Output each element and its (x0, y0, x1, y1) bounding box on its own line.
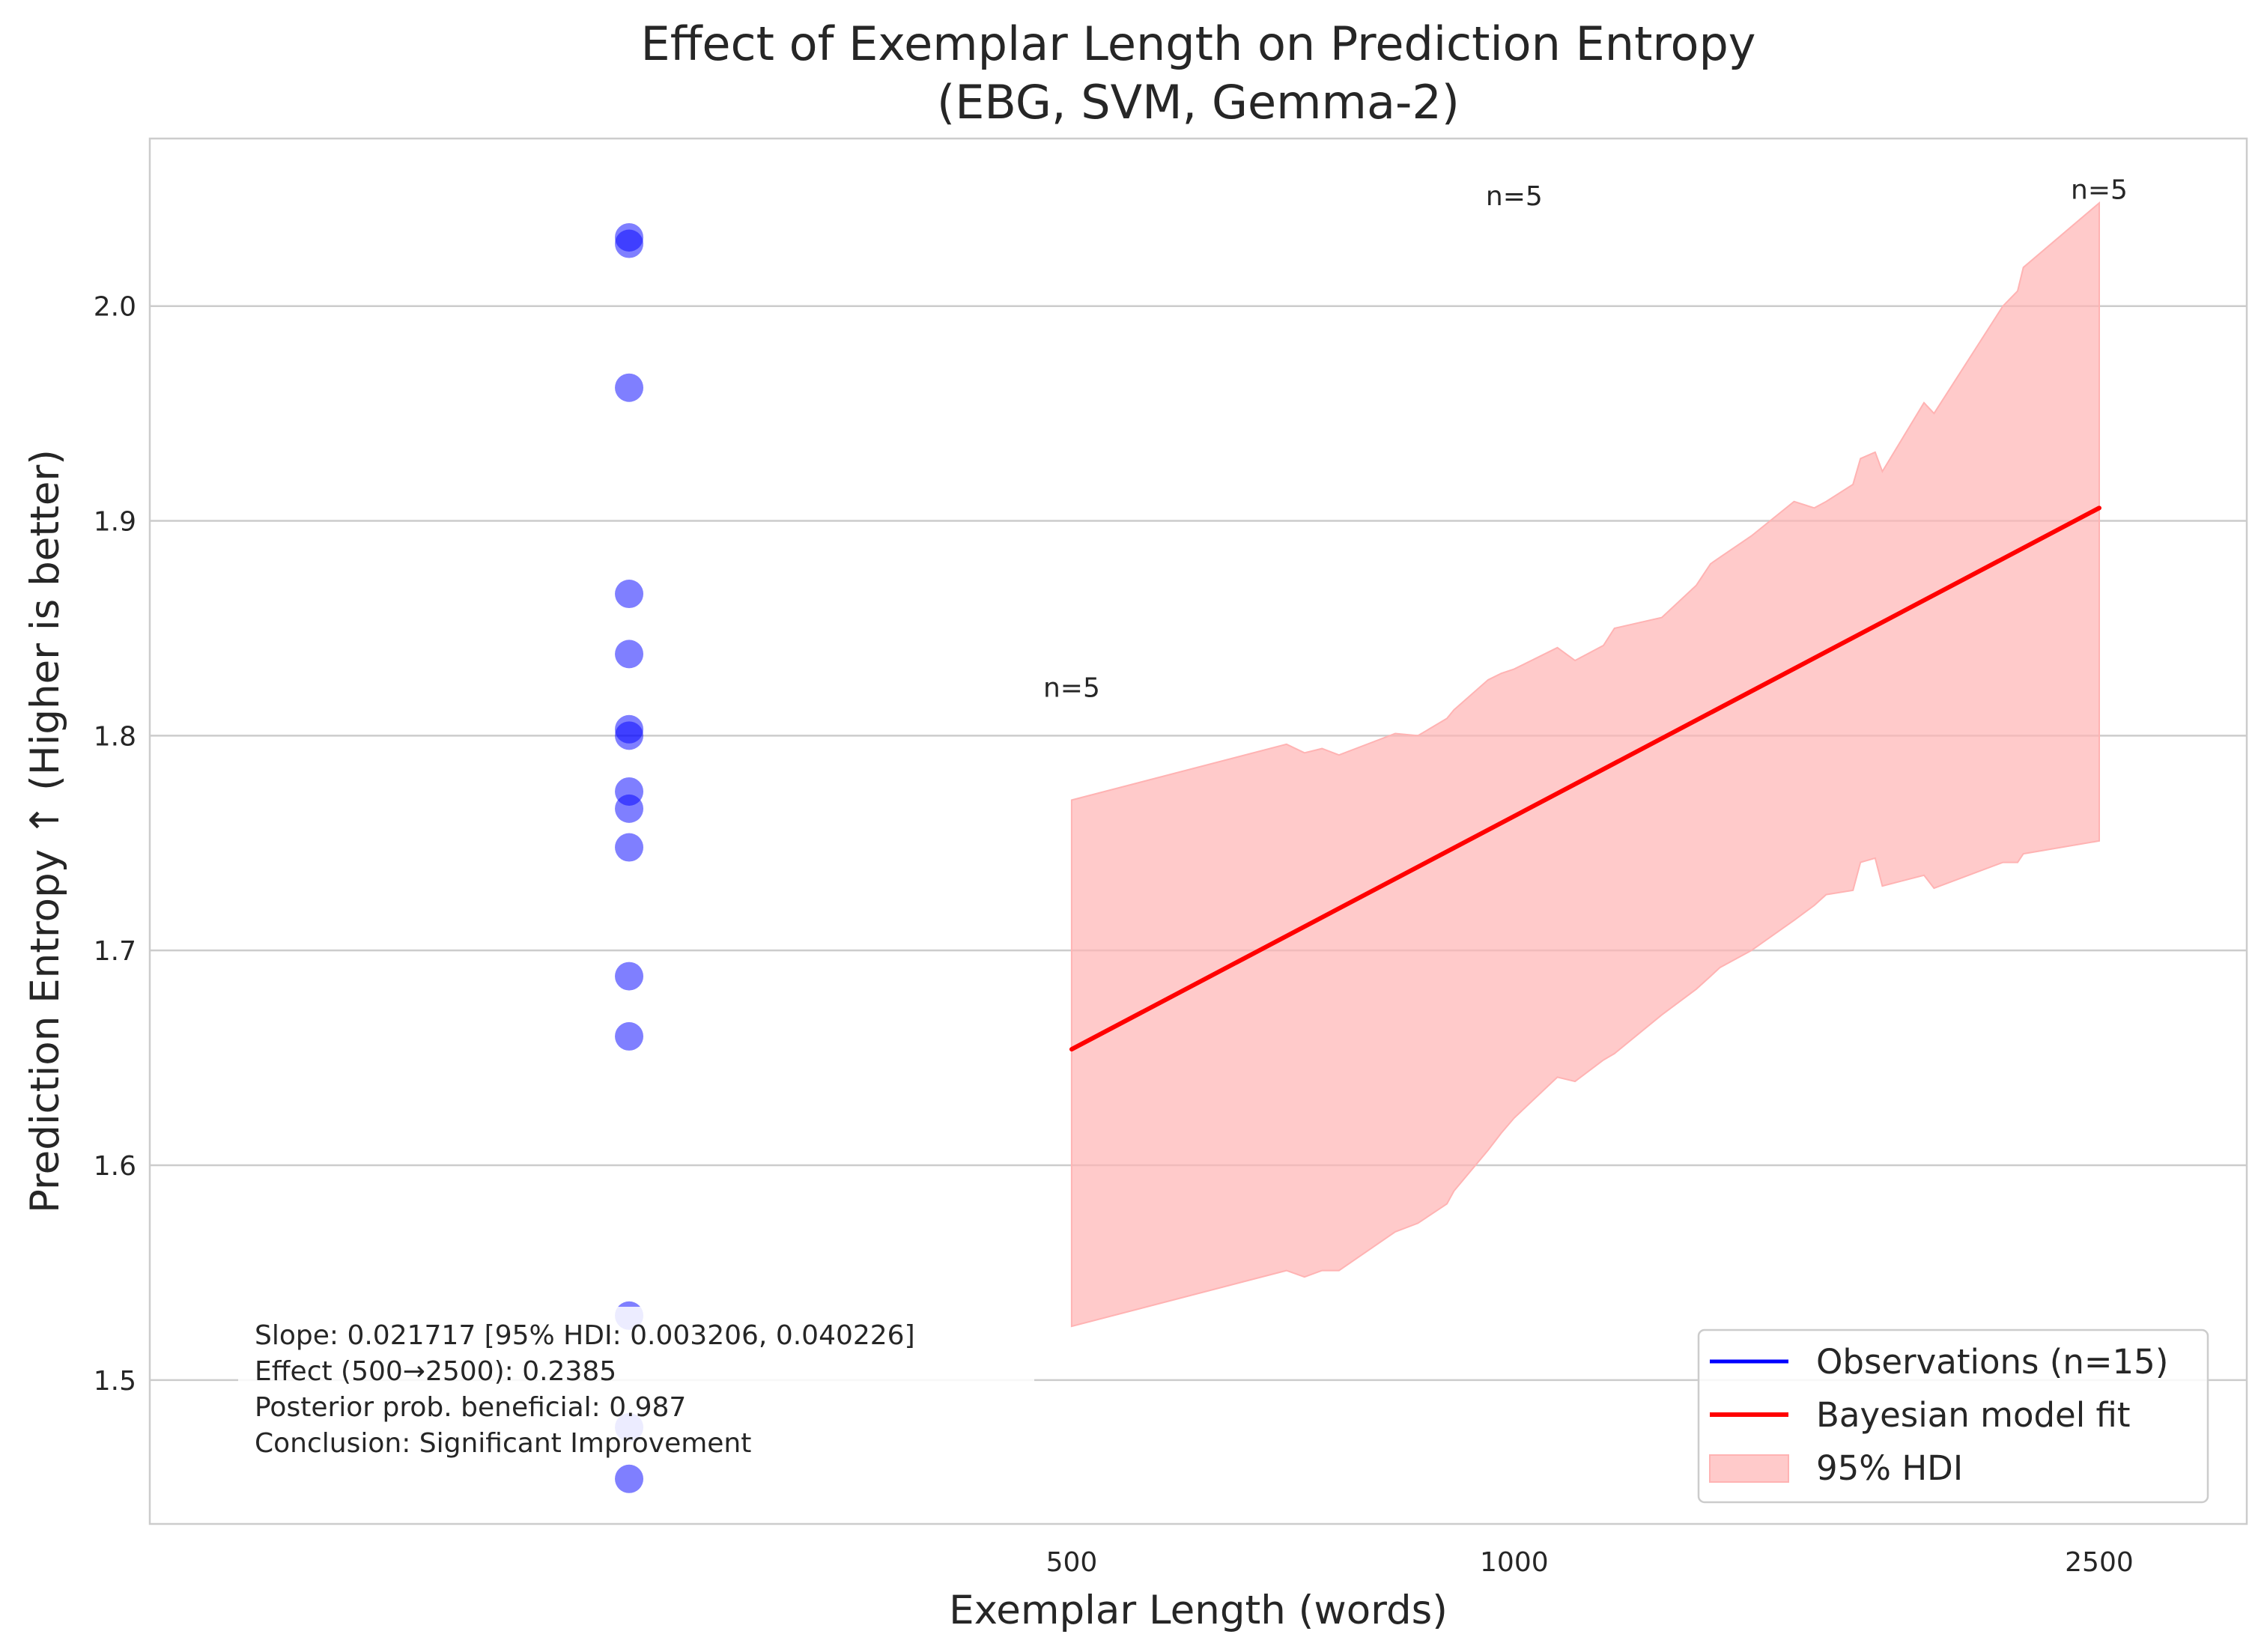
stats-line-slope: Slope: 0.021717 [95% HDI: 0.003206, 0.04… (255, 1320, 915, 1351)
y-axis-label: Prediction Entropy ↑ (Higher is better) (22, 449, 68, 1213)
y-ticks: 1.5 1.6 1.7 1.8 1.9 2.0 (94, 292, 136, 1397)
y-tick-label: 1.5 (94, 1366, 136, 1397)
chart-title: Effect of Exemplar Length on Prediction … (641, 16, 1756, 71)
observation-point (615, 721, 644, 750)
observation-point (615, 1464, 644, 1493)
observation-point (615, 1021, 644, 1051)
stats-line-posterior: Posterior prob. beneficial: 0.987 (255, 1392, 686, 1423)
y-tick-label: 1.8 (94, 721, 136, 752)
plot-frame (148, 137, 2248, 1525)
annotations: n=5 n=5 n=5 (1043, 174, 2128, 703)
y-tick-label: 1.9 (94, 507, 136, 538)
observation-point (615, 794, 644, 823)
observation-point (615, 640, 644, 669)
stats-box-background (238, 1307, 1034, 1462)
x-tick-label: 2500 (2065, 1547, 2134, 1578)
annotation-n: n=5 (1043, 673, 1100, 704)
stats-line-effect: Effect (500→2500): 0.2385 (255, 1356, 616, 1387)
x-tick-label: 500 (1046, 1547, 1098, 1578)
observation-points (615, 222, 644, 1493)
legend-observations-label: Observations (n=15) (1816, 1342, 2168, 1382)
y-tick-label: 2.0 (94, 292, 136, 323)
chart-subtitle: (EBG, SVM, Gemma-2) (937, 75, 1460, 130)
hdi-area (1070, 201, 2100, 1328)
annotation-n: n=5 (1486, 181, 1543, 212)
x-tick-label: 1000 (1480, 1547, 1549, 1578)
observation-point (615, 373, 644, 402)
observation-point (615, 833, 644, 862)
stats-box: Slope: 0.021717 [95% HDI: 0.003206, 0.04… (238, 1307, 1034, 1462)
y-tick-label: 1.7 (94, 936, 136, 967)
observation-point (615, 580, 644, 609)
x-ticks: 500 1000 2500 (1046, 1547, 2134, 1578)
annotation-n: n=5 (2071, 174, 2128, 205)
x-axis-label: Exemplar Length (words) (949, 1588, 1448, 1633)
legend-hdi-swatch (1709, 1454, 1789, 1483)
legend-hdi-label: 95% HDI (1816, 1448, 1963, 1488)
legend: Observations (n=15) Bayesian model fit 9… (1697, 1328, 2209, 1504)
fit-line (1069, 505, 2101, 1052)
observation-point (615, 962, 644, 991)
legend-frame (1697, 1328, 2209, 1504)
y-tick-label: 1.6 (94, 1151, 136, 1182)
hdi-band (1070, 201, 2100, 1328)
observation-point (615, 229, 644, 258)
legend-fit-label: Bayesian model fit (1816, 1395, 2131, 1435)
fit-line-group (1069, 505, 2101, 1052)
stats-line-conclusion: Conclusion: Significant Improvement (255, 1428, 751, 1459)
